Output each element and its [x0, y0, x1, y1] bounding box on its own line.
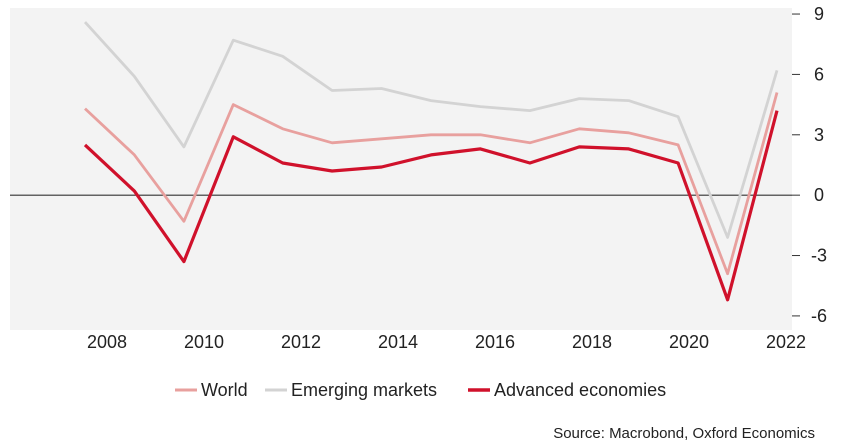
series-group: [83, 21, 779, 302]
y-tick-label: -6: [811, 306, 827, 326]
y-tick-label: 0: [814, 185, 824, 205]
y-tick-label: 6: [814, 64, 824, 84]
x-tick-label: 2016: [475, 332, 515, 352]
x-tick-label: 2018: [572, 332, 612, 352]
x-tick-label: 2010: [184, 332, 224, 352]
y-tick-label: 9: [814, 4, 824, 24]
x-tick-label: 2014: [378, 332, 418, 352]
series-line-advanced-economies: [83, 110, 779, 302]
legend-label: World: [201, 380, 248, 400]
series-line-emerging-markets: [83, 21, 779, 239]
x-tick-label: 2020: [669, 332, 709, 352]
series-line-world: [84, 92, 779, 276]
y-tick-label: -3: [811, 246, 827, 266]
y-axis: 9 6 3 0 -3 -6: [792, 4, 827, 326]
x-tick-label: 2008: [87, 332, 127, 352]
source-note: Source: Macrobond, Oxford Economics: [553, 425, 815, 442]
legend-label: Advanced economies: [494, 380, 666, 400]
legend-label: Emerging markets: [291, 380, 437, 400]
x-axis: 2008 2010 2012 2014 2016 2018 2020 2022: [87, 332, 806, 352]
legend: World Emerging markets Advanced economies: [175, 380, 666, 400]
x-tick-label: 2022: [766, 332, 806, 352]
plot-area: [10, 8, 792, 330]
x-tick-label: 2012: [281, 332, 321, 352]
y-tick-label: 3: [814, 125, 824, 145]
